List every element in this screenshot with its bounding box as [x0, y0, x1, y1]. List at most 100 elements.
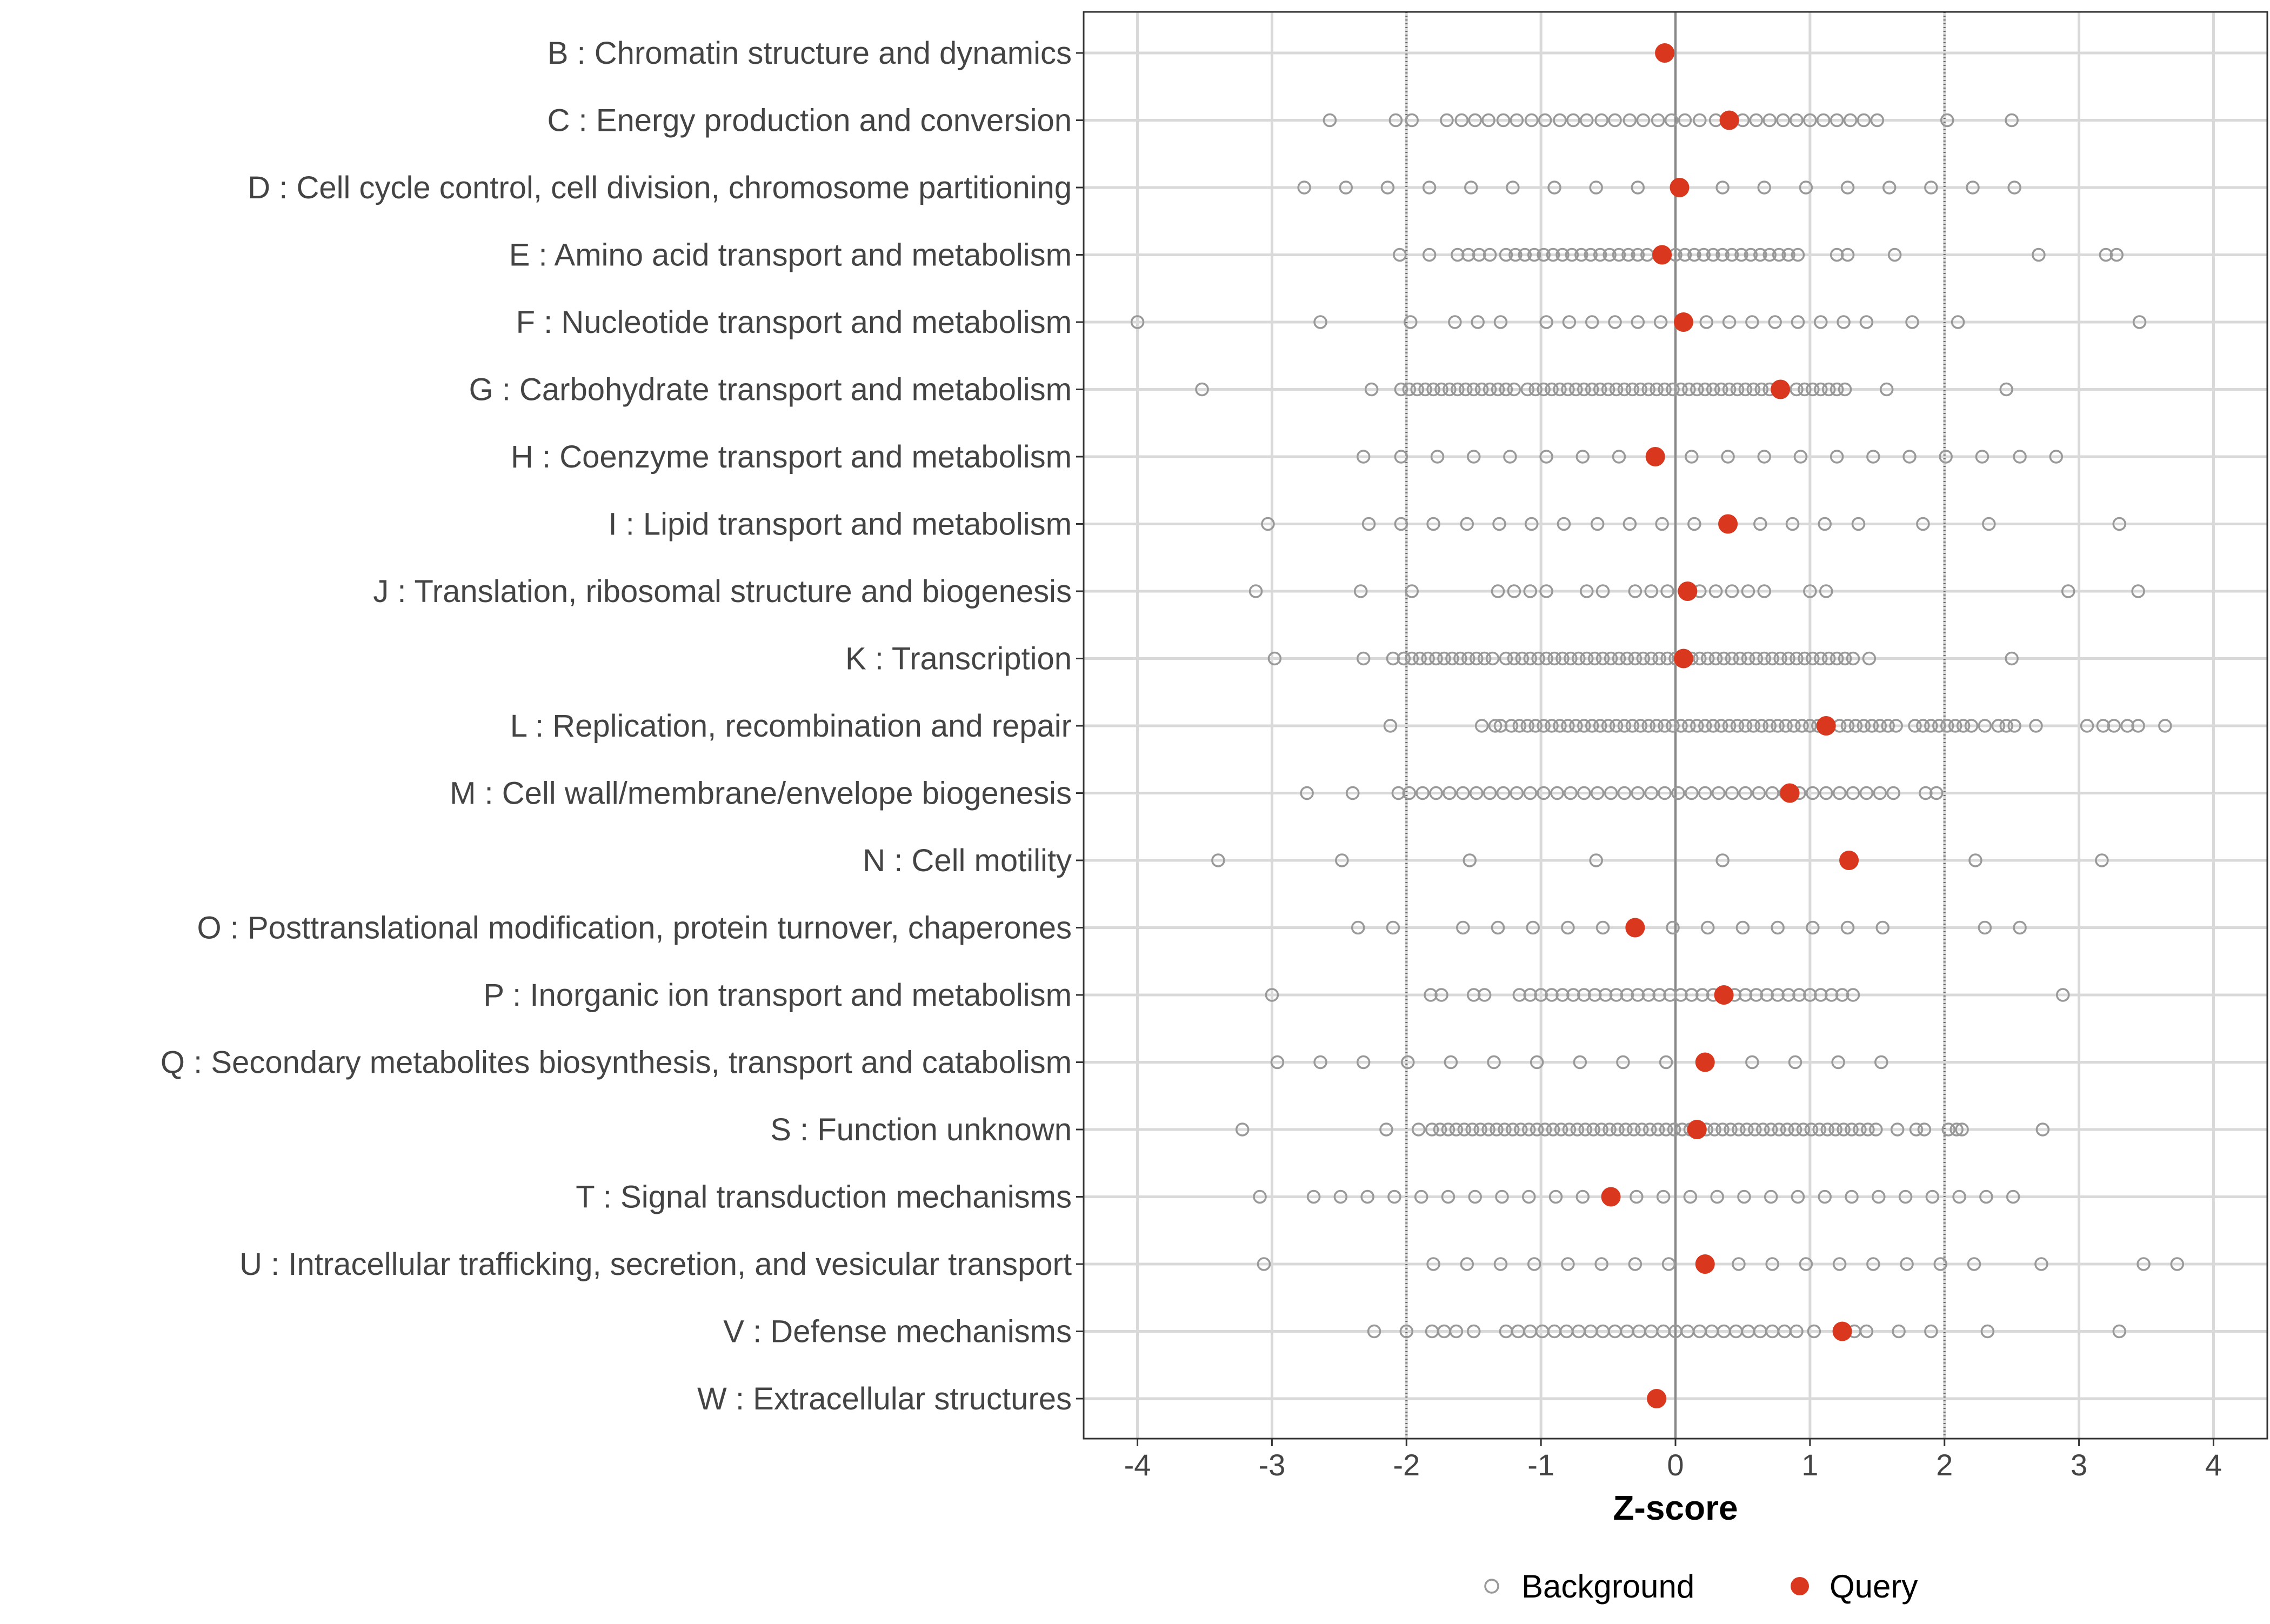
background-point: [1725, 248, 1739, 262]
background-point: [1265, 988, 1279, 1002]
background-point: [1471, 315, 1485, 329]
background-point: [1838, 651, 1852, 666]
query-points: [1601, 43, 1859, 1408]
background-point: [1526, 920, 1540, 935]
background-point: [1762, 113, 1777, 128]
background-point: [1503, 450, 1517, 464]
background-point: [1351, 920, 1365, 935]
query-point: [1670, 178, 1690, 197]
background-point: [1762, 719, 1777, 733]
background-point: [1879, 382, 1894, 397]
background-point: [1612, 248, 1626, 262]
background-point: [1499, 651, 1513, 666]
background-point: [1757, 450, 1771, 464]
background-point: [1738, 382, 1753, 397]
background-point: [2112, 1324, 2126, 1339]
background-point: [1469, 651, 1484, 666]
background-point: [1859, 315, 1874, 329]
background-point: [1561, 1257, 1575, 1271]
background-point: [1587, 988, 1602, 1002]
background-point: [1411, 1122, 1426, 1137]
background-point: [1424, 988, 1438, 1002]
background-point: [1964, 719, 1979, 733]
background-point: [1741, 651, 1755, 666]
background-point: [1722, 382, 1737, 397]
background-point: [1566, 113, 1580, 128]
background-point: [1466, 382, 1481, 397]
background-point: [1379, 1122, 1393, 1137]
background-point: [1772, 1122, 1786, 1137]
background-point: [1538, 1122, 1552, 1137]
background-point: [1426, 517, 1440, 531]
background-point: [1835, 988, 1850, 1002]
background-point: [1621, 248, 1635, 262]
background-point: [1466, 988, 1481, 1002]
background-point: [1401, 1055, 1415, 1070]
background-point: [1752, 786, 1766, 800]
background-point: [1798, 382, 1812, 397]
background-point: [1425, 1122, 1439, 1137]
background-point: [1746, 382, 1761, 397]
background-point: [1577, 786, 1591, 800]
background-point: [1623, 113, 1637, 128]
x-tick-label: 4: [2205, 1448, 2222, 1482]
background-point: [1814, 382, 1828, 397]
background-point: [1919, 786, 1933, 800]
background-point: [2007, 181, 2021, 195]
background-point: [1724, 1122, 1738, 1137]
background-point: [1772, 248, 1786, 262]
background-point: [1361, 517, 1376, 531]
background-point: [1528, 719, 1543, 733]
background-point: [1698, 382, 1712, 397]
background-point: [1840, 181, 1855, 195]
background-point: [2131, 584, 2145, 598]
background-point: [1514, 1122, 1528, 1137]
background-point: [1818, 1189, 1832, 1204]
background-point: [1706, 719, 1720, 733]
background-point: [1195, 382, 1209, 397]
background-point: [1741, 584, 1755, 598]
background-point: [1491, 920, 1505, 935]
background-point: [1589, 853, 1603, 867]
background-point: [1445, 651, 1459, 666]
background-point: [1790, 1324, 1804, 1339]
y-tick-label: E : Amino acid transport and metabolism: [509, 238, 1072, 273]
background-point: [1577, 988, 1591, 1002]
background-point: [1593, 719, 1607, 733]
background-point: [1477, 651, 1492, 666]
x-tick-label: 3: [2071, 1448, 2087, 1482]
background-point: [1481, 1122, 1495, 1137]
background-point: [1468, 1189, 1482, 1204]
background-point: [1757, 181, 1771, 195]
y-tick-label: S : Function unknown: [770, 1112, 1072, 1147]
background-point: [1603, 1122, 1617, 1137]
background-point: [1966, 181, 1980, 195]
background-point: [1659, 1055, 1673, 1070]
background-point: [1410, 382, 1424, 397]
background-point: [1608, 113, 1622, 128]
background-point: [2049, 450, 2064, 464]
background-point: [1857, 113, 1871, 128]
background-point: [1978, 719, 1992, 733]
background-point: [1693, 651, 1707, 666]
background-point: [1595, 651, 1610, 666]
legend: Background Query: [1484, 1568, 1918, 1605]
background-point: [1473, 1122, 1487, 1137]
background-point: [1924, 719, 1938, 733]
background-point: [1397, 651, 1411, 666]
background-point: [1553, 113, 1567, 128]
background-point: [1333, 1189, 1348, 1204]
query-point: [1625, 918, 1645, 938]
background-point: [1388, 113, 1403, 128]
background-point: [1524, 517, 1539, 531]
background-point: [1790, 651, 1804, 666]
background-point: [1717, 651, 1731, 666]
x-tick-label: 1: [1801, 1448, 1818, 1482]
background-point: [1405, 584, 1419, 598]
background-point: [1490, 1122, 1504, 1137]
background-point: [1547, 181, 1561, 195]
background-point: [1483, 786, 1497, 800]
x-tick-label: -1: [1527, 1448, 1554, 1482]
background-point: [1496, 113, 1511, 128]
